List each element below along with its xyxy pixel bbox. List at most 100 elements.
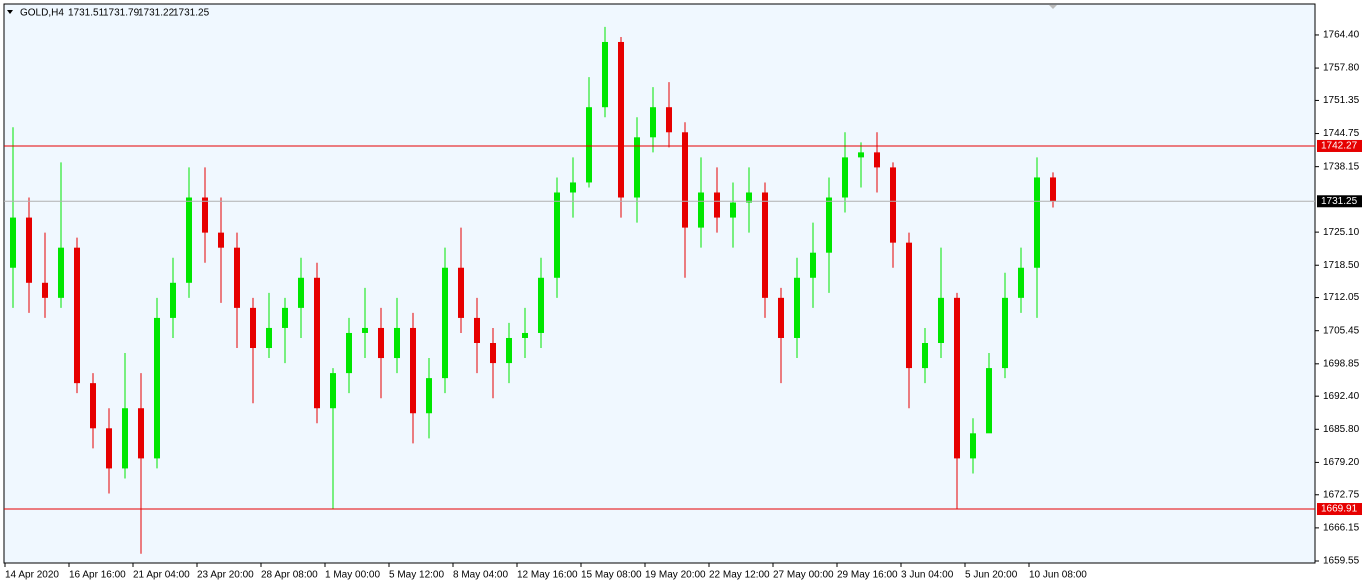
- candle-body: [1034, 177, 1040, 268]
- candle-body: [474, 317, 480, 344]
- x-tick-label: 27 May 00:00: [773, 570, 834, 581]
- candle-body: [378, 327, 384, 359]
- header-close: 1731.25: [173, 8, 210, 19]
- candle-body: [554, 192, 560, 278]
- candle-body: [170, 282, 176, 318]
- price-label: 1742.27: [1321, 141, 1358, 152]
- y-tick-label: 1757.80: [1323, 63, 1360, 74]
- candle-body: [1002, 297, 1008, 369]
- candle-body: [58, 247, 64, 298]
- symbol: GOLD,H4: [20, 8, 64, 19]
- candle-body: [906, 242, 912, 369]
- candle-body: [714, 192, 720, 218]
- candle-body: [730, 202, 736, 218]
- candle-body: [618, 41, 624, 198]
- candle-body: [106, 428, 112, 469]
- x-tick-label: 22 May 12:00: [709, 570, 770, 581]
- candle-body: [794, 277, 800, 338]
- candle-body: [218, 232, 224, 248]
- plot-area: [3, 3, 1316, 564]
- candle-body: [330, 373, 336, 409]
- candle-body: [970, 433, 976, 459]
- y-tick-label: 1698.85: [1323, 358, 1360, 369]
- price-label: 1731.25: [1321, 196, 1358, 207]
- candle-body: [666, 107, 672, 133]
- candle-body: [490, 343, 496, 364]
- x-tick-label: 5 Jun 20:00: [965, 570, 1018, 581]
- candle-body: [746, 192, 752, 203]
- candle-body: [1050, 177, 1056, 202]
- candle-body: [362, 327, 368, 333]
- y-tick-label: 1725.10: [1323, 227, 1360, 238]
- y-tick-label: 1679.20: [1323, 457, 1360, 468]
- candle-body: [586, 107, 592, 183]
- x-tick-label: 16 Apr 16:00: [69, 570, 126, 581]
- candle-body: [826, 197, 832, 253]
- candle-body: [538, 277, 544, 333]
- x-tick-label: 23 Apr 20:00: [197, 570, 254, 581]
- price-label-box: [1317, 139, 1362, 152]
- x-tick-label: 5 May 12:00: [389, 570, 444, 581]
- y-tick-label: 1666.15: [1323, 523, 1360, 534]
- candle-body: [266, 327, 272, 349]
- candle-body: [442, 267, 448, 379]
- candle-body: [634, 137, 640, 198]
- candle-body: [682, 132, 688, 228]
- candle-body: [10, 217, 16, 268]
- candle-body: [90, 383, 96, 429]
- candle-body: [314, 277, 320, 409]
- x-tick-label: 29 May 16:00: [837, 570, 898, 581]
- x-tick-label: 19 May 20:00: [645, 570, 706, 581]
- candle-body: [778, 297, 784, 338]
- y-tick-label: 1672.75: [1323, 489, 1360, 500]
- y-tick-label: 1685.80: [1323, 424, 1360, 435]
- x-tick-label: 28 Apr 08:00: [261, 570, 318, 581]
- x-tick-label: 8 May 04:00: [453, 570, 508, 581]
- candle-body: [570, 182, 576, 193]
- candle-body: [874, 152, 880, 168]
- candle-body: [922, 343, 928, 369]
- candle-body: [138, 408, 144, 459]
- x-tick-label: 12 May 16:00: [517, 570, 578, 581]
- candle-body: [522, 332, 528, 338]
- header-high: 1731.79: [103, 8, 140, 19]
- shift-marker: [1049, 5, 1057, 9]
- candle-body: [282, 307, 288, 328]
- candle-body: [810, 252, 816, 278]
- price-label-box: [1317, 195, 1362, 208]
- x-tick-label: 15 May 08:00: [581, 570, 642, 581]
- x-tick-label: 21 Apr 04:00: [133, 570, 190, 581]
- candle-body: [650, 107, 656, 138]
- y-tick-label: 1692.40: [1323, 391, 1360, 402]
- x-tick-label: 1 May 00:00: [325, 570, 380, 581]
- y-tick-label: 1718.50: [1323, 260, 1360, 271]
- candle-body: [186, 197, 192, 283]
- x-tick-label: 3 Jun 04:00: [901, 570, 954, 581]
- candle-body: [986, 368, 992, 434]
- header-low: 1731.22: [138, 8, 175, 19]
- candle-body: [410, 327, 416, 414]
- y-tick-label: 1744.75: [1323, 128, 1360, 139]
- candle-body: [202, 197, 208, 233]
- y-tick-label: 1751.35: [1323, 95, 1360, 106]
- x-tick-label: 14 Apr 2020: [5, 570, 59, 581]
- menu-arrow[interactable]: [7, 10, 13, 14]
- y-tick-label: 1712.05: [1323, 292, 1360, 303]
- candle-body: [122, 408, 128, 469]
- candle-body: [762, 192, 768, 298]
- candle-body: [954, 297, 960, 459]
- candle-body: [698, 192, 704, 228]
- price-label-box: [1317, 503, 1362, 516]
- y-tick-label: 1764.40: [1323, 30, 1360, 41]
- candle-body: [234, 247, 240, 308]
- candle-body: [26, 217, 32, 283]
- candle-body: [42, 282, 48, 298]
- y-tick-label: 1738.15: [1323, 161, 1360, 172]
- candle-body: [506, 337, 512, 364]
- candle-body: [602, 41, 608, 108]
- candle-body: [154, 317, 160, 459]
- candle-body: [346, 332, 352, 374]
- candle-body: [426, 378, 432, 414]
- price-label: 1669.91: [1321, 504, 1358, 515]
